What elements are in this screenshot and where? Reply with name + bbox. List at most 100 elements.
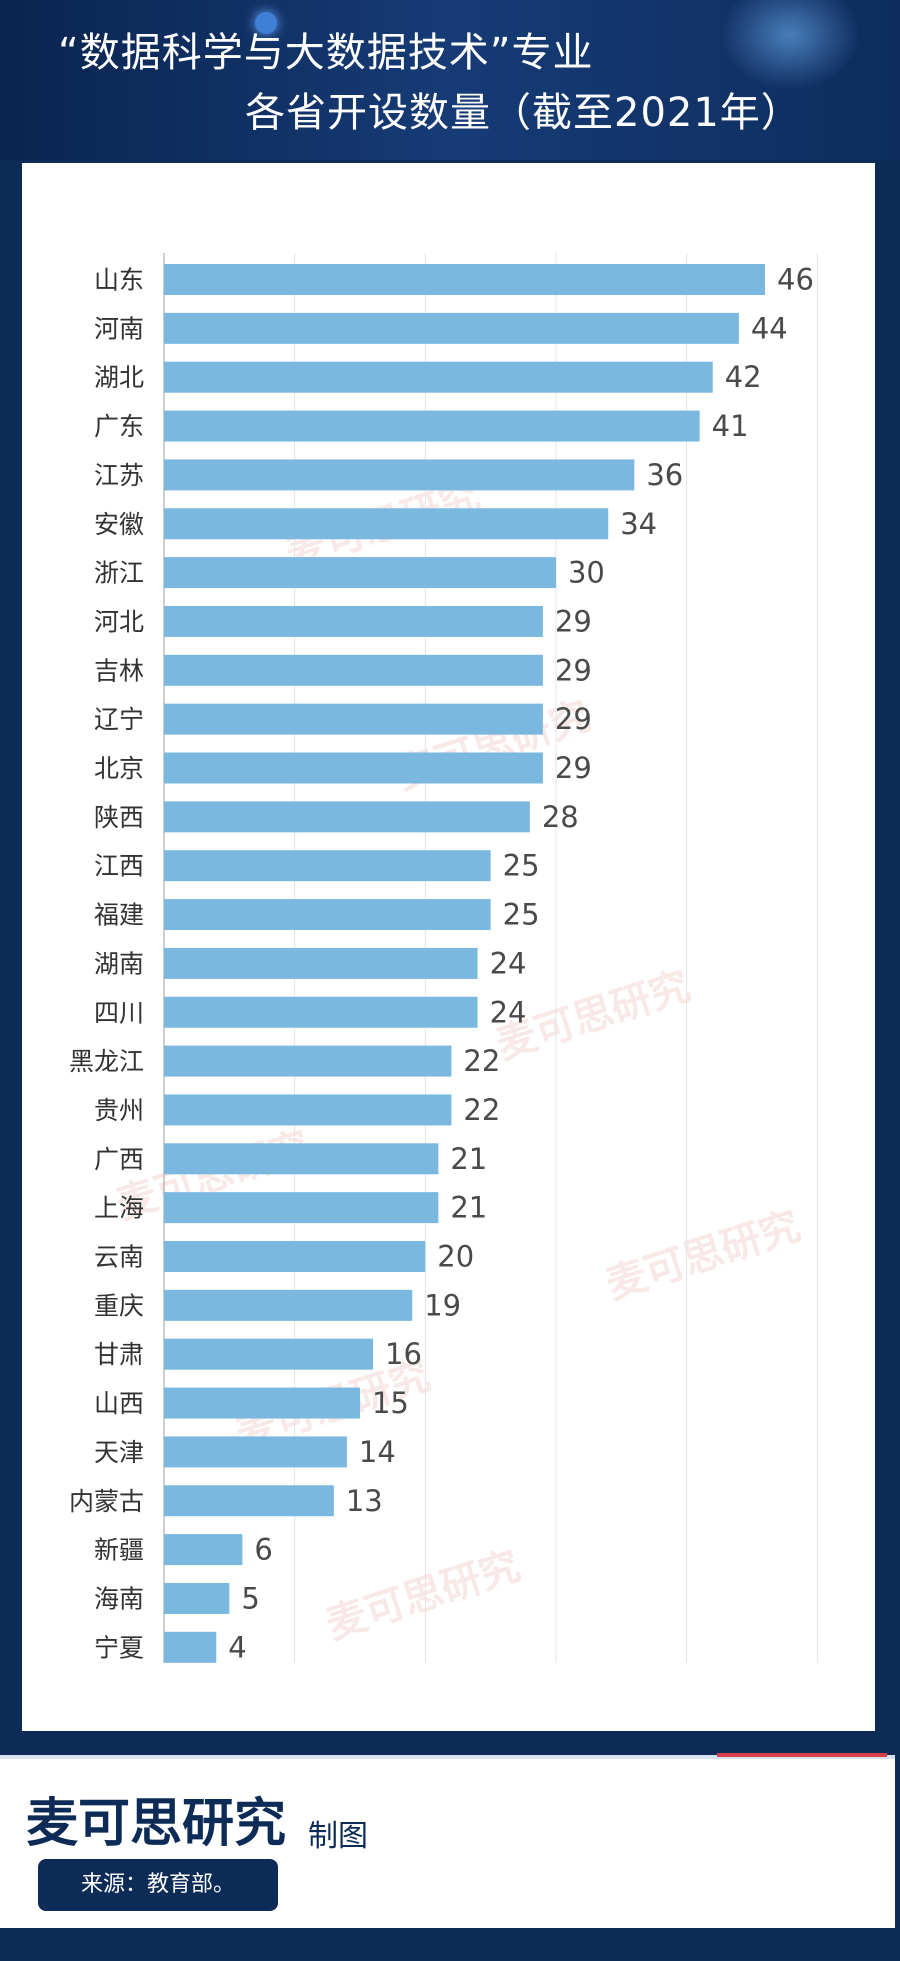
value-label: 22 [463, 1044, 500, 1078]
value-label: 13 [346, 1484, 383, 1518]
header-banner: “数据科学与大数据技术”专业 各省开设数量（截至2021年） [0, 0, 900, 160]
bar [164, 1192, 439, 1224]
category-label: 广东 [94, 412, 144, 441]
category-label: 甘肃 [94, 1340, 144, 1369]
accent-line [717, 1753, 887, 1757]
category-label: 湖南 [94, 949, 144, 978]
bar [164, 1631, 217, 1663]
category-label: 黑龙江 [69, 1047, 144, 1076]
bar [164, 459, 635, 491]
value-label: 14 [359, 1435, 396, 1469]
value-label: 25 [503, 898, 540, 932]
bar [164, 1485, 334, 1517]
bar [164, 947, 478, 979]
category-label: 吉林 [94, 656, 144, 685]
bottom-bar [0, 1928, 900, 1961]
orb-decoration [255, 12, 277, 34]
category-label: 辽宁 [94, 705, 144, 734]
category-label: 浙江 [94, 559, 144, 588]
value-label: 29 [555, 653, 592, 687]
category-label: 天津 [94, 1438, 144, 1467]
bar [164, 361, 713, 393]
category-label: 上海 [94, 1194, 144, 1223]
category-label: 福建 [94, 901, 144, 930]
value-label: 5 [241, 1581, 259, 1615]
bar [164, 1582, 230, 1614]
bar [164, 703, 543, 735]
bar [164, 1289, 413, 1321]
category-label: 新疆 [94, 1536, 144, 1565]
title-line-2: 各省开设数量（截至2021年） [245, 90, 802, 136]
value-label: 29 [555, 604, 592, 638]
value-label: 41 [712, 409, 749, 443]
value-label: 24 [490, 946, 527, 980]
bar [164, 1436, 347, 1468]
bar [164, 752, 543, 784]
value-label: 15 [372, 1386, 409, 1420]
category-label: 安徽 [94, 510, 144, 539]
category-label: 宁夏 [94, 1633, 144, 1662]
bar [164, 264, 765, 295]
light-flare-decoration [720, 0, 860, 90]
bar [164, 557, 556, 589]
bar [164, 1387, 360, 1419]
bar [164, 1143, 439, 1175]
category-label: 四川 [94, 998, 144, 1027]
bar [164, 1045, 452, 1077]
source-badge: 来源：教育部。 [38, 1859, 278, 1911]
value-label: 44 [751, 311, 788, 345]
value-label: 42 [725, 360, 762, 394]
value-label: 36 [646, 458, 683, 492]
bar [164, 1338, 374, 1370]
category-label: 陕西 [94, 803, 144, 832]
value-label: 29 [555, 751, 592, 785]
brand-suffix: 制图 [308, 1819, 368, 1854]
value-label: 30 [568, 556, 605, 590]
value-label: 29 [555, 702, 592, 736]
value-label: 21 [450, 1191, 487, 1225]
value-label: 21 [450, 1142, 487, 1176]
value-label: 20 [437, 1240, 474, 1274]
category-label: 贵州 [94, 1096, 144, 1125]
value-label: 34 [620, 507, 657, 541]
chart-panel: 麦可思研究 麦可思研究 麦可思研究 麦可思研究 麦可思研究 麦可思研究 麦可思研… [22, 163, 875, 1731]
category-label: 河北 [94, 607, 144, 636]
bar [164, 1094, 452, 1126]
footer: 麦可思研究 制图 来源：教育部。 [0, 1753, 895, 1929]
brand-name: 麦可思研究 [26, 1794, 287, 1854]
category-label: 内蒙古 [69, 1487, 144, 1516]
bar [164, 899, 491, 931]
category-label: 江苏 [94, 461, 144, 490]
category-label: 山东 [94, 266, 144, 295]
bar [164, 312, 739, 344]
bar [164, 850, 491, 882]
category-label: 广西 [94, 1145, 144, 1174]
value-label: 25 [503, 849, 540, 883]
category-label: 湖北 [94, 363, 144, 392]
bar [164, 1241, 426, 1272]
value-label: 28 [542, 800, 579, 834]
bar [164, 605, 543, 637]
category-label: 云南 [94, 1243, 144, 1272]
category-label: 江西 [94, 852, 144, 881]
bar [164, 996, 478, 1028]
bar [164, 654, 543, 686]
value-label: 4 [228, 1630, 246, 1664]
category-label: 山西 [94, 1389, 144, 1418]
value-label: 19 [424, 1288, 461, 1322]
bar [164, 801, 530, 833]
value-label: 46 [777, 263, 814, 297]
bar [164, 1534, 243, 1566]
value-label: 22 [463, 1093, 500, 1127]
title-line-1: “数据科学与大数据技术”专业 [58, 30, 594, 76]
bar [164, 410, 700, 442]
category-label: 重庆 [94, 1291, 144, 1320]
value-label: 24 [490, 995, 527, 1029]
value-label: 16 [385, 1337, 422, 1371]
category-label: 北京 [94, 754, 144, 783]
category-label: 海南 [94, 1584, 144, 1613]
bar [164, 508, 609, 540]
category-label: 河南 [94, 314, 144, 343]
value-label: 6 [254, 1533, 272, 1567]
